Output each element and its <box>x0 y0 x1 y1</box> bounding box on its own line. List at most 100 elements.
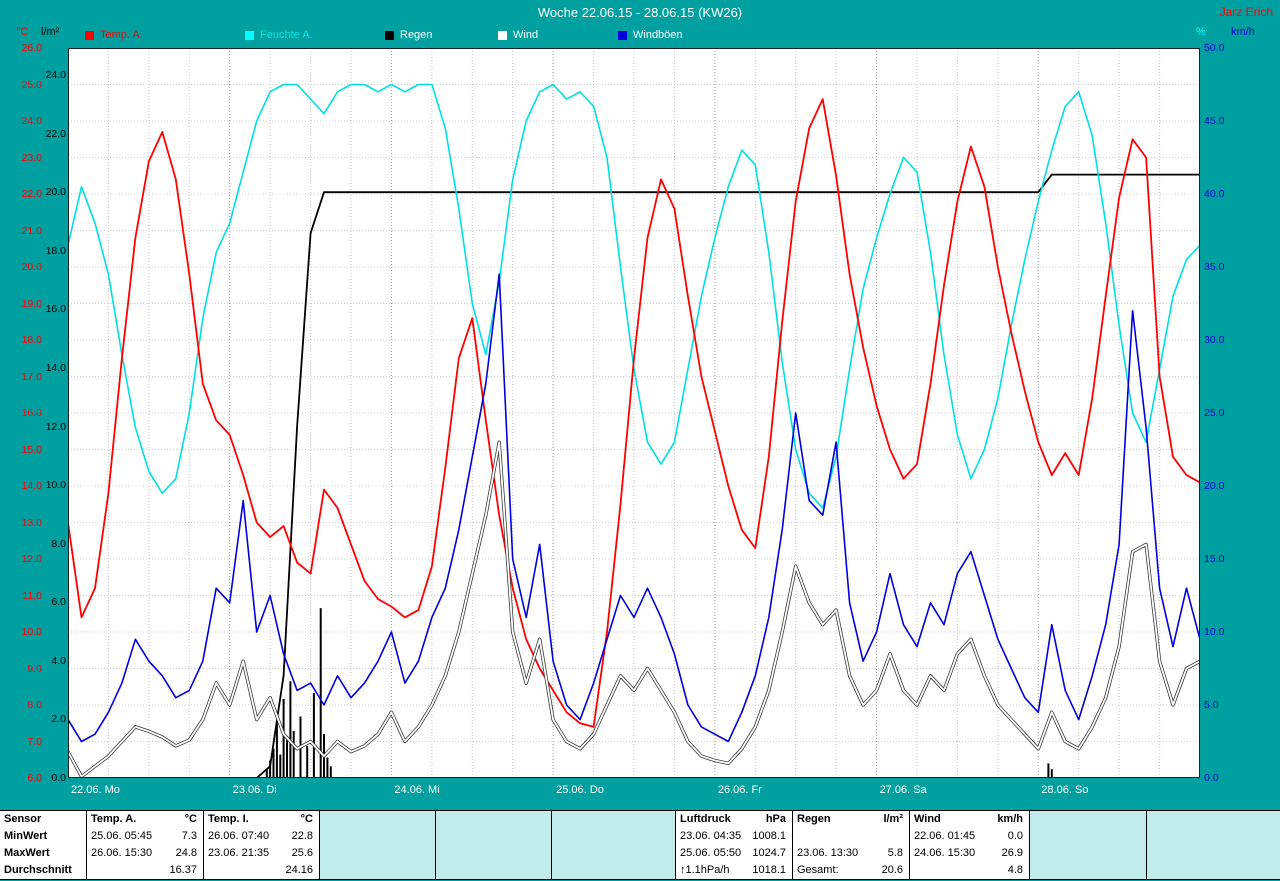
temp-axis-tick: 18.0 <box>21 334 42 346</box>
stats-sensor-column: Regen l/m² 23.06. 13:30 5.8 Gesamt: 20.6 <box>793 811 910 879</box>
legend-label-regen: Regen <box>400 29 433 41</box>
temp-axis-tick: 17.0 <box>21 370 42 383</box>
rain-bar <box>1047 763 1050 778</box>
rain-bar <box>265 769 268 778</box>
rain-axis-tick: 22.0 <box>45 127 66 140</box>
stats-cell: ↑1.1hPa/h 1018.1 <box>680 864 786 876</box>
temp-axis-tick: 25.0 <box>21 78 42 91</box>
rain-axis-tick: 10.0 <box>45 479 66 492</box>
temp-axis-tick: 15.0 <box>21 443 42 456</box>
stats-empty-column <box>552 811 676 879</box>
stats-cell: 16.37 <box>169 864 197 876</box>
temp-axis-tick: 26.0 <box>21 42 42 54</box>
regen-swatch-icon <box>385 30 394 40</box>
wind-axis-tick: 15.0 <box>1204 553 1225 565</box>
stats-column-header: Regen l/m² <box>797 813 903 825</box>
rain-axis-tick: 2.0 <box>51 713 66 726</box>
rain-bar <box>286 739 288 778</box>
stats-column-header: Luftdruck hPa <box>680 813 786 825</box>
temp-axis-tick: 13.0 <box>21 516 42 529</box>
rain-bar <box>292 731 295 778</box>
wind-axis-tick: 20.0 <box>1204 480 1225 492</box>
rain-axis-tick: 14.0 <box>45 361 66 374</box>
feuchte-a-swatch-icon <box>245 30 254 40</box>
stats-sensor-column: Temp. I. °C 26.06. 07:40 22.8 23.06. 21:35 25… <box>204 811 320 879</box>
rain-bar <box>272 748 275 778</box>
stats-cell: 23.06. 13:30 5.8 <box>797 847 903 859</box>
rain-axis-tick: 4.0 <box>51 654 66 667</box>
right-axis-humidity-unit-label: % <box>1196 26 1206 38</box>
temp-a-swatch-icon <box>85 30 94 40</box>
legend-item-feuchte-a: Feuchte A. <box>245 29 313 41</box>
wind-axis-tick: 25.0 <box>1204 407 1225 419</box>
temp-axis-tick: 23.0 <box>21 151 42 164</box>
stats-cell: 26.06. 15:30 24.8 <box>91 847 197 859</box>
rain-axis-tick: 8.0 <box>51 537 66 550</box>
x-axis-day-label: 22.06. Mo <box>71 784 120 796</box>
rain-axis-tick: 16.0 <box>45 303 66 316</box>
rain-bar <box>279 754 282 778</box>
series-wind <box>67 441 1201 778</box>
legend-item-wind: Wind <box>498 29 538 41</box>
series-windb-en <box>67 273 1201 743</box>
legend-label-feuchte-a: Feuchte A. <box>260 29 313 41</box>
stats-empty-column <box>1147 811 1280 879</box>
rain-bar <box>269 760 272 778</box>
stats-sensor-column: Temp. A. °C 25.06. 05:45 7.3 26.06. 15:30 24.… <box>87 811 204 879</box>
stats-cell: 23.06. 04:35 1008.1 <box>680 830 786 842</box>
legend-label-windboeen: Windböen <box>633 29 683 41</box>
stats-cell: 24.06. 15:30 26.9 <box>914 847 1023 859</box>
temp-axis-tick: 20.0 <box>21 261 42 273</box>
temp-axis-tick: 7.0 <box>27 735 42 748</box>
wind-axis-tick: 5.0 <box>1204 699 1219 711</box>
stats-cell: 23.06. 21:35 25.6 <box>208 847 313 859</box>
wind-axis-tick: 0.0 <box>1204 772 1219 784</box>
temp-axis-tick: 6.0 <box>27 772 42 784</box>
wind-axis-tick: 40.0 <box>1204 188 1225 200</box>
temp-axis-tick: 24.0 <box>21 115 42 127</box>
wind-swatch-icon <box>498 30 507 40</box>
rain-axis-tick: 20.0 <box>45 186 66 199</box>
stats-cell: 22.06. 01:45 0.0 <box>914 830 1023 842</box>
weather-week-chart <box>66 48 1201 779</box>
rain-bar <box>289 681 292 778</box>
legend-label-wind: Wind <box>513 29 539 41</box>
rain-axis-tick: 24.0 <box>45 69 66 81</box>
stats-cell: 25.06. 05:45 7.3 <box>91 830 197 842</box>
legend-label-temp-a: Temp. A. <box>100 29 143 41</box>
rain-bar <box>329 766 332 778</box>
stats-sensor-column: Luftdruck hPa 23.06. 04:35 1008.1 25.06. 05:… <box>676 811 793 879</box>
temp-axis-tick: 19.0 <box>21 297 42 310</box>
stats-row-label: Durchschnitt <box>4 864 72 876</box>
rain-bar <box>312 693 315 778</box>
x-axis-day-label: 27.06. Sa <box>879 784 927 796</box>
rain-bar <box>306 745 309 778</box>
temp-axis-tick: 12.0 <box>21 553 42 565</box>
right-axis-wind-unit-label: km/h <box>1231 26 1255 38</box>
series-feuchte-a- <box>67 83 1201 509</box>
legend-item-temp-a: Temp. A. <box>85 29 143 41</box>
stats-row-label: MinWert <box>4 830 48 842</box>
temp-axis-tick: 14.0 <box>21 480 42 492</box>
temp-axis-tick: 10.0 <box>21 626 42 638</box>
x-axis-day-label: 28.06. So <box>1041 784 1089 796</box>
x-axis-day-label: 24.06. Mi <box>394 784 440 796</box>
rain-bar <box>319 608 322 778</box>
rain-bar <box>282 698 285 778</box>
stats-cell: 4.8 <box>1007 864 1023 876</box>
left-axis-rain-unit-label: l/m² <box>41 26 60 38</box>
temp-axis-tick: 16.0 <box>21 407 42 419</box>
rain-axis-tick: 12.0 <box>45 420 66 433</box>
stats-corner-header: Sensor <box>4 813 42 825</box>
station-owner-label: Jarz Erich <box>1219 5 1273 19</box>
rain-axis-tick: 0.0 <box>51 772 66 784</box>
page-title: Woche 22.06.15 - 28.06.15 (KW26) <box>537 5 743 20</box>
temp-axis-tick: 11.0 <box>22 589 42 602</box>
rain-axis-tick: 18.0 <box>45 244 66 257</box>
wind-axis-tick: 50.0 <box>1204 42 1225 54</box>
stats-sensor-column: Wind km/h 22.06. 01:45 0.0 24.06. 15:30 26.9 4… <box>910 811 1030 879</box>
stats-row-label: MaxWert <box>4 847 50 859</box>
stats-cell: 26.06. 07:40 22.8 <box>208 830 313 842</box>
series-temp-a- <box>67 98 1201 728</box>
x-axis-day-label: 26.06. Fr <box>717 784 762 796</box>
